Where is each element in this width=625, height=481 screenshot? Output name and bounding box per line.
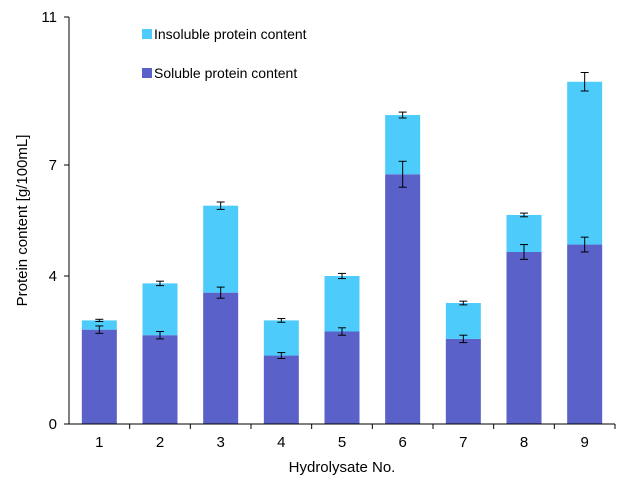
x-tick-label: 3	[216, 434, 224, 451]
legend-label: Soluble protein content	[154, 65, 297, 81]
x-tick-label: 9	[580, 434, 588, 451]
y-axis-title: Protein content [g/100mL]	[14, 135, 31, 307]
x-tick-label: 4	[277, 434, 285, 451]
error-bars-group	[95, 72, 589, 360]
bar-insoluble-1	[81, 320, 117, 330]
x-axis-title: Hydrolysate No.	[289, 459, 396, 476]
bar-soluble-9	[567, 244, 603, 424]
legend: Insoluble protein content Soluble protein…	[142, 26, 307, 81]
legend-item-insoluble: Insoluble protein content	[142, 26, 307, 42]
bar-insoluble-2	[142, 283, 178, 336]
bar-insoluble-9	[567, 81, 603, 245]
x-tick-label: 5	[338, 434, 346, 451]
x-tick-label: 8	[520, 434, 528, 451]
bar-soluble-5	[324, 331, 360, 424]
bars-group	[81, 81, 603, 424]
y-tick-label: 0	[49, 416, 57, 433]
bar-soluble-8	[506, 251, 542, 424]
y-ticks-group: 0 4 7 11	[41, 9, 69, 433]
legend-swatch	[142, 29, 152, 39]
axes-group	[68, 17, 615, 425]
bar-soluble-6	[385, 174, 421, 424]
y-tick-label: 11	[41, 9, 57, 26]
x-tick-label: 7	[459, 434, 467, 451]
bar-insoluble-3	[203, 205, 239, 293]
bar-soluble-3	[203, 292, 239, 424]
bar-insoluble-5	[324, 276, 360, 332]
y-tick-label: 7	[49, 157, 57, 174]
legend-label: Insoluble protein content	[154, 26, 307, 42]
bar-insoluble-4	[263, 320, 299, 356]
x-tick-label: 2	[156, 434, 164, 451]
legend-swatch	[142, 68, 152, 78]
bar-soluble-4	[263, 355, 299, 424]
legend-item-soluble: Soluble protein content	[142, 65, 297, 81]
x-tick-label: 1	[95, 434, 103, 451]
x-tick-label: 6	[398, 434, 406, 451]
bar-soluble-2	[142, 335, 178, 424]
y-tick-label: 4	[49, 268, 57, 285]
bar-soluble-1	[81, 329, 117, 424]
x-ticks-group: 1 2 3 4 5 6 7 8 9	[95, 424, 616, 451]
bar-insoluble-7	[445, 303, 481, 339]
bar-soluble-7	[445, 338, 481, 424]
